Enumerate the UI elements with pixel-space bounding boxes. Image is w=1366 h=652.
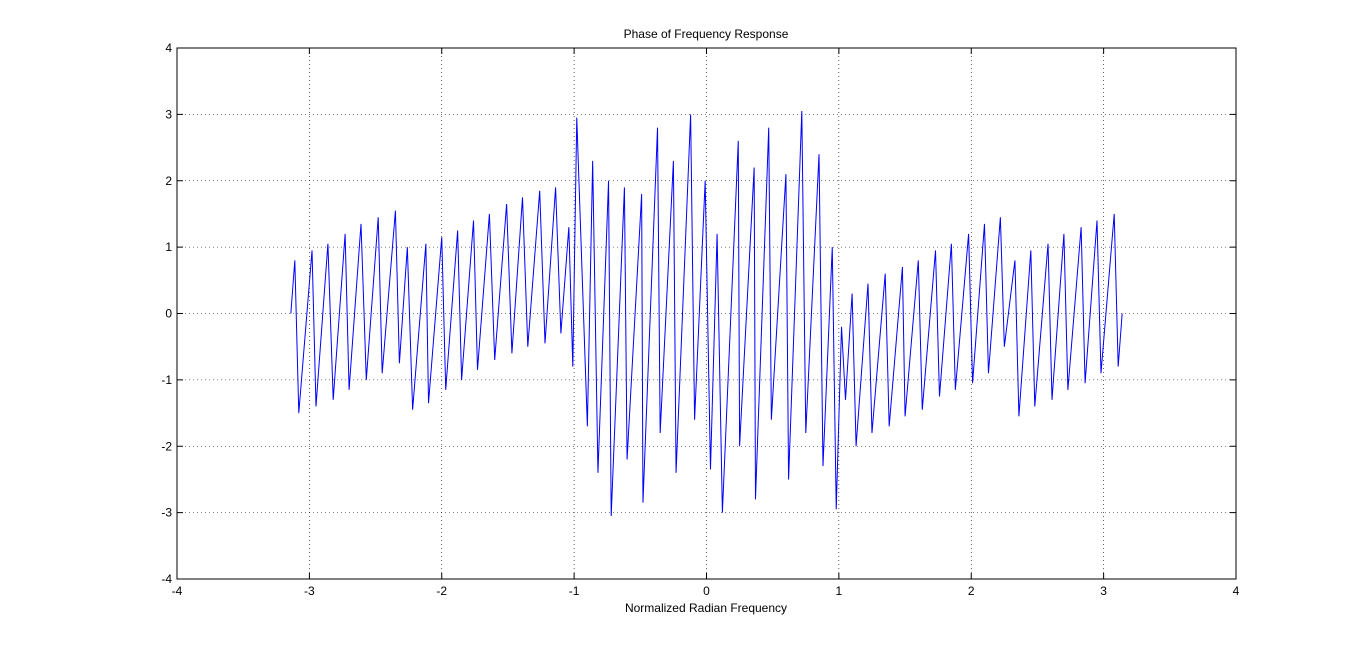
y-tick-label: 1	[165, 240, 172, 254]
y-tick-label: -4	[161, 572, 172, 586]
y-tick-label: 3	[165, 107, 172, 121]
y-tick-label: -2	[161, 439, 172, 453]
y-tick-label: -1	[161, 373, 172, 387]
x-tick-label: -4	[172, 584, 183, 598]
x-tick-label: -1	[569, 584, 580, 598]
x-tick-label: 3	[1100, 584, 1107, 598]
x-tick-label: -3	[304, 584, 315, 598]
x-tick-label: 2	[968, 584, 975, 598]
x-tick-label: 1	[836, 584, 843, 598]
chart-title: Phase of Frequency Response	[624, 27, 789, 41]
y-tick-label: -3	[161, 506, 172, 520]
y-tick-label: 4	[165, 41, 172, 55]
y-tick-label: 0	[165, 307, 172, 321]
plot-frame	[176, 47, 1237, 580]
x-axis-label: Normalized Radian Frequency	[625, 601, 787, 615]
y-tick-label: 2	[165, 174, 172, 188]
x-tick-label: 4	[1233, 584, 1240, 598]
x-tick-label: 0	[703, 584, 710, 598]
line	[290, 111, 1123, 516]
x-tick-label: -2	[436, 584, 447, 598]
